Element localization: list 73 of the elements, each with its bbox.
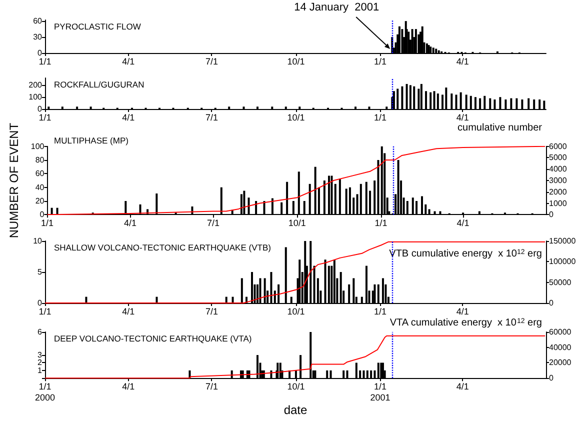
y-tick-label: 3 [38, 350, 43, 360]
x-axis-title: date [284, 403, 308, 418]
y2-axis-title: cumulative number [458, 122, 543, 134]
y-tick-label: 10 [33, 236, 43, 246]
x-tick-label: 4/1 [456, 218, 470, 228]
x-tick-label: 1/1 [374, 56, 386, 66]
y2-tick-label: 0 [549, 374, 554, 383]
x-tick-label: 1/1 [40, 218, 54, 228]
y-tick-label: 0 [38, 104, 43, 114]
y-tick-label: 40 [35, 182, 45, 192]
x-tick-label: 7/1 [205, 382, 218, 392]
chart-title: DEEP VOLCANO-TECTONIC EARTHQUAKE (VTA) [54, 334, 252, 344]
y-tick-label: 100 [28, 92, 43, 102]
y2-tick-label: 1000 [549, 198, 568, 208]
x-tick-label: 4/1 [122, 112, 135, 122]
y-tick-label: 60 [35, 169, 45, 178]
chart-title: SHALLOW VOLCANO-TECTONIC EARTHQUAKE (VTB) [54, 242, 272, 252]
y-tick-label: 5 [38, 268, 43, 276]
y2-tick-label: 0 [549, 210, 554, 220]
x-tick-label: 1/1 [374, 306, 386, 316]
y2-tick-label: 20000 [549, 358, 572, 368]
x-tick-label: 7/1 [205, 56, 218, 66]
x-tick-label: 4/1 [456, 56, 469, 66]
y-tick-label: 1 [38, 366, 43, 375]
chart-title: PYROCLASTIC FLOW [54, 22, 141, 32]
x-tick-label: 1/1 [38, 112, 52, 122]
y2-tick-label: 100000 [549, 257, 576, 266]
y2-tick-label: 40000 [549, 342, 572, 352]
chart-title: ROCKFALL/GUGURAN [54, 80, 144, 90]
x-tick-label: 7/1 [205, 112, 218, 122]
y-tick-label: 100 [30, 142, 45, 151]
text: 14 January 2001 [294, 2, 380, 14]
x-tick-label: 4/1 [122, 306, 135, 316]
x-tick-label: 4/1 [456, 306, 469, 316]
x-tick-label: 4/1 [122, 56, 135, 66]
x-tick-label: 1/1 2000 [34, 382, 56, 403]
chart-title: MULTIPHASE (MP) [54, 136, 129, 146]
x-tick-label: 4/1 [456, 112, 469, 122]
x-tick-label: 10/1 [287, 56, 305, 66]
y-axis-title: NUMBER OF EVENT [7, 122, 21, 238]
y-tick-label: 30 [33, 32, 43, 42]
y-tick-label: 80 [35, 156, 45, 165]
x-tick-label: 4/1 [456, 382, 469, 392]
y-tick-label: 0 [40, 210, 45, 220]
y2-tick-label: 60000 [549, 328, 572, 336]
x-tick-label: 7/1 [206, 218, 220, 228]
y-tick-label: 2 [38, 358, 43, 368]
x-tick-label: 1/1 2001 [370, 382, 390, 403]
y2-tick-label: 3000 [549, 176, 568, 185]
y-tick-label: 6 [38, 328, 43, 336]
x-tick-label: 10/1 [287, 382, 305, 392]
y2-tick-label: 4000 [549, 164, 568, 174]
y-tick-label: 20 [35, 196, 45, 206]
x-tick-label: 4/1 [122, 382, 135, 392]
y-tick-label: 0 [38, 48, 43, 58]
x-tick-label: 1/1 [38, 306, 52, 316]
x-tick-label: 4/1 [124, 218, 136, 228]
y-tick-label: 60 [33, 16, 43, 26]
x-tick-label: 1/1 [38, 56, 52, 66]
y2-tick-label: 6000 [549, 142, 568, 151]
x-tick-label: 1/1 [374, 112, 386, 122]
x-tick-label: 10/1 [287, 306, 305, 316]
x-tick-label: 10/1 [288, 218, 306, 228]
y2-tick-label: 2000 [549, 187, 568, 196]
y-tick-label: 0 [38, 298, 43, 308]
y2-tick-label: 150000 [549, 236, 576, 246]
y2-tick-label: 50000 [549, 278, 572, 287]
y2-tick-label: 0 [549, 298, 554, 308]
y2-tick-label: 5000 [549, 153, 568, 162]
x-tick-label: 1/1 [374, 218, 388, 228]
x-tick-label: 7/1 [205, 306, 218, 316]
y-tick-label: 200 [28, 80, 43, 90]
x-tick-label: 10/1 [287, 112, 305, 122]
